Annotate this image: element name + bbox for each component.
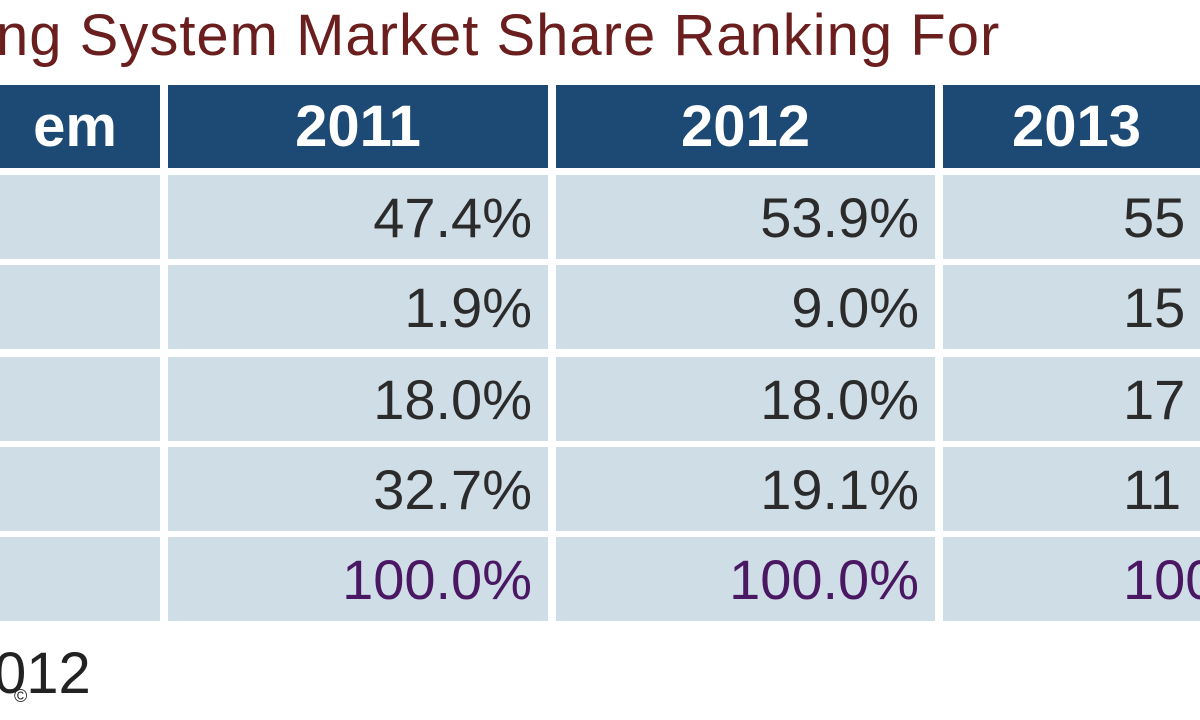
value-cell: 18.0% xyxy=(556,357,935,441)
header-cell: em xyxy=(0,85,160,168)
row-label-cell xyxy=(0,447,160,531)
value-cell: 1.9% xyxy=(168,265,548,349)
header-cell: 2012 xyxy=(556,85,935,168)
row-label-cell xyxy=(0,537,160,621)
value-cell: 53.9% xyxy=(556,175,935,259)
copyright: © xyxy=(14,686,28,706)
value-cell: 100.0% xyxy=(556,537,935,621)
header-cell: 2011 xyxy=(168,85,548,168)
value-cell: 9.0% xyxy=(556,265,935,349)
row-label-cell xyxy=(0,265,160,349)
value-cell: 100 xyxy=(943,537,1200,621)
row-label-cell xyxy=(0,175,160,259)
value-cell: 47.4% xyxy=(168,175,548,259)
value-cell: 18.0% xyxy=(168,357,548,441)
value-cell: 17 xyxy=(943,357,1200,441)
value-cell: 100.0% xyxy=(168,537,548,621)
source-note: 012 xyxy=(0,641,91,706)
value-cell: 11 xyxy=(943,447,1200,531)
row-label-cell xyxy=(0,357,160,441)
value-cell: 19.1% xyxy=(556,447,935,531)
value-cell: 15 xyxy=(943,265,1200,349)
table-title: ng System Market Share Ranking For xyxy=(0,3,1001,68)
value-cell: 32.7% xyxy=(168,447,548,531)
header-cell: 2013 xyxy=(943,85,1200,168)
value-cell: 55 xyxy=(943,175,1200,259)
